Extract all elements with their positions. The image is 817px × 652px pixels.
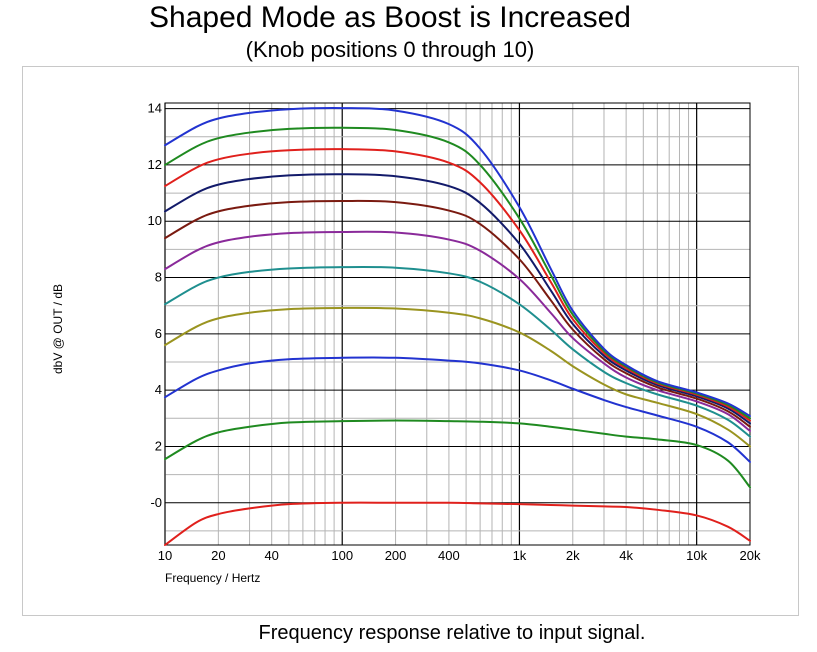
series-line-3 [164,306,751,448]
y-tick-label: 10 [148,213,162,228]
series-line-9 [164,126,751,420]
series-line-1 [164,419,751,489]
chart-subtitle: (Knob positions 0 through 10) [245,37,535,62]
x-tick-label: 200 [385,548,407,563]
x-tick-label: 10 [158,548,172,563]
grid [164,103,751,545]
x-tick-label: 20 [211,548,225,563]
x-tick-label: 100 [331,548,353,563]
figure-caption: Frequency response relative to input sig… [258,622,646,644]
y-tick-label: 14 [148,101,162,116]
plot-area [164,102,751,546]
x-tick-label: 4k [619,548,633,563]
x-tick-label: 20k [740,548,761,563]
x-tick-label: 10k [686,548,707,563]
y-tick-label: 8 [155,270,162,285]
series-line-6 [164,199,751,428]
series-line-5 [164,230,751,432]
y-tick-label: 12 [148,157,162,172]
x-tick-label: 400 [438,548,460,563]
series-line-10 [164,107,751,418]
series-line-7 [164,173,751,425]
series-group [164,107,751,546]
series-line-8 [164,148,751,422]
y-tick-label: -0 [150,495,162,510]
x-axis-label: Frequency / Hertz [165,571,260,585]
y-tick-label: 4 [155,382,162,397]
tick-labels: 10 20 40 100 200 400 1k 2k 4k 10k 20k -0 2 4 6 8 10 12 14 [148,101,761,563]
series-line-2 [164,356,751,463]
y-tick-label: 6 [155,326,162,341]
x-tick-label: 2k [566,548,580,563]
x-tick-label: 1k [513,548,527,563]
y-axis-label: dbV @ OUT / dB [51,284,65,374]
y-tick-label: 2 [155,438,162,453]
series-line-0 [164,501,751,546]
chart-title: Shaped Mode as Boost is Increased [149,1,631,34]
x-tick-label: 40 [264,548,278,563]
series-line-4 [164,265,751,438]
chart-frame [22,66,799,616]
